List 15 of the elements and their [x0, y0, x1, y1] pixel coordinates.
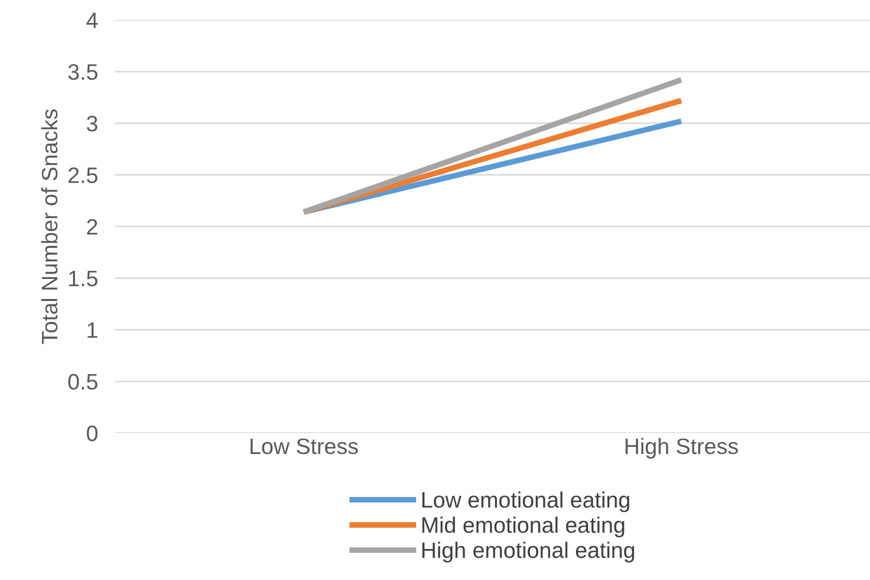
y-tick-label: 0 — [86, 426, 98, 442]
legend-label: Low emotional eating — [422, 491, 630, 512]
x-tick-label: High Stress — [626, 438, 738, 459]
y-tick-label: 3.5 — [68, 64, 98, 80]
y-tick-label: 0.5 — [68, 374, 98, 390]
legend-label: Mid emotional eating — [422, 516, 624, 538]
y-tick-label: 2.5 — [68, 167, 98, 184]
y-tick-label: 1.5 — [69, 270, 98, 286]
legend-label: High emotional eating — [422, 542, 634, 562]
y-tick-label: 3 — [86, 116, 98, 132]
y-tick-label: 2 — [87, 219, 98, 235]
x-tick-label: Low Stress — [250, 438, 358, 454]
y-axis-title: Total Number of Snacks — [41, 109, 58, 344]
y-tick-label: 4 — [86, 12, 98, 28]
y-tick-label: 1 — [88, 322, 98, 338]
